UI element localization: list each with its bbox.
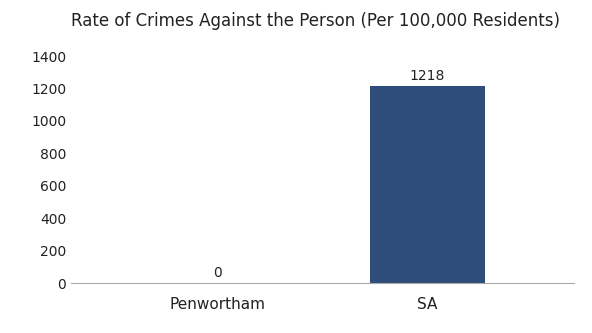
Bar <box>370 86 485 283</box>
Text: Rate of Crimes Against the Person (Per 100,000 Residents): Rate of Crimes Against the Person (Per 1… <box>71 12 560 30</box>
Text: 1218: 1218 <box>410 69 445 83</box>
Text: 0: 0 <box>214 266 222 280</box>
